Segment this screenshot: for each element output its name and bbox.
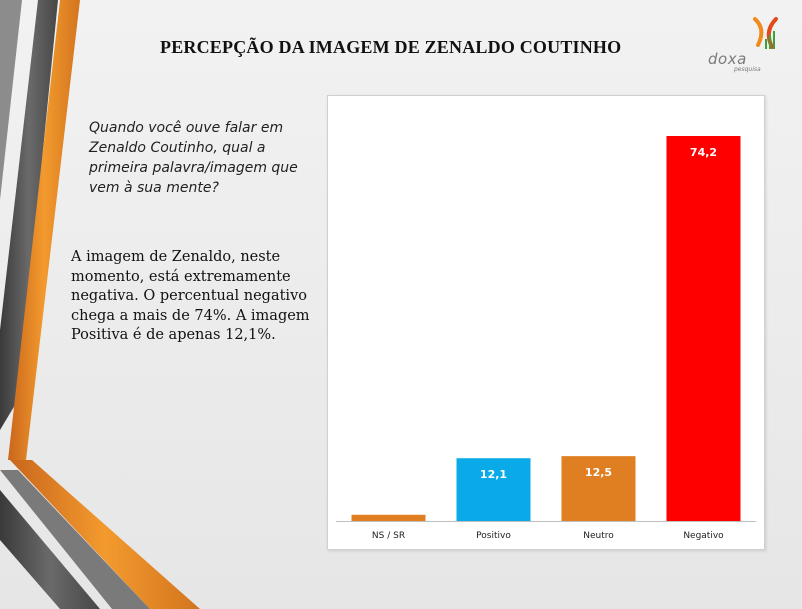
x-tick-label: Negativo	[683, 531, 724, 541]
x-tick-label: Neutro	[583, 531, 614, 541]
analysis-text: A imagem de Zenaldo, neste momento, está…	[71, 249, 310, 343]
doxa-logo-icon	[753, 17, 778, 49]
slide-title: PERCEPÇÃO DA IMAGEM DE ZENALDO COUTINHO	[160, 37, 622, 57]
bar-positivo	[456, 458, 531, 521]
logo-wordmark: doxa	[708, 50, 747, 68]
survey-question: Quando você ouve falar em Zenaldo Coutin…	[89, 120, 298, 196]
bar-negativo	[666, 136, 741, 521]
logo-subtitle: pesquisa	[734, 66, 761, 73]
data-label: 74,2	[690, 146, 717, 159]
bar-neutro	[561, 456, 636, 521]
bar-chart: NS / SR 12,1 Positivo 12,5 Neutro 74,2 Negativ…	[336, 136, 756, 541]
data-label: 12,1	[480, 468, 507, 481]
x-tick-label: NS / SR	[372, 531, 405, 541]
bar-ns-sr	[351, 514, 426, 521]
x-tick-label: Positivo	[476, 531, 511, 541]
chart-panel: NS / SR 12,1 Positivo 12,5 Neutro 74,2 Negativ…	[327, 95, 765, 550]
data-label: 12,5	[585, 466, 612, 479]
